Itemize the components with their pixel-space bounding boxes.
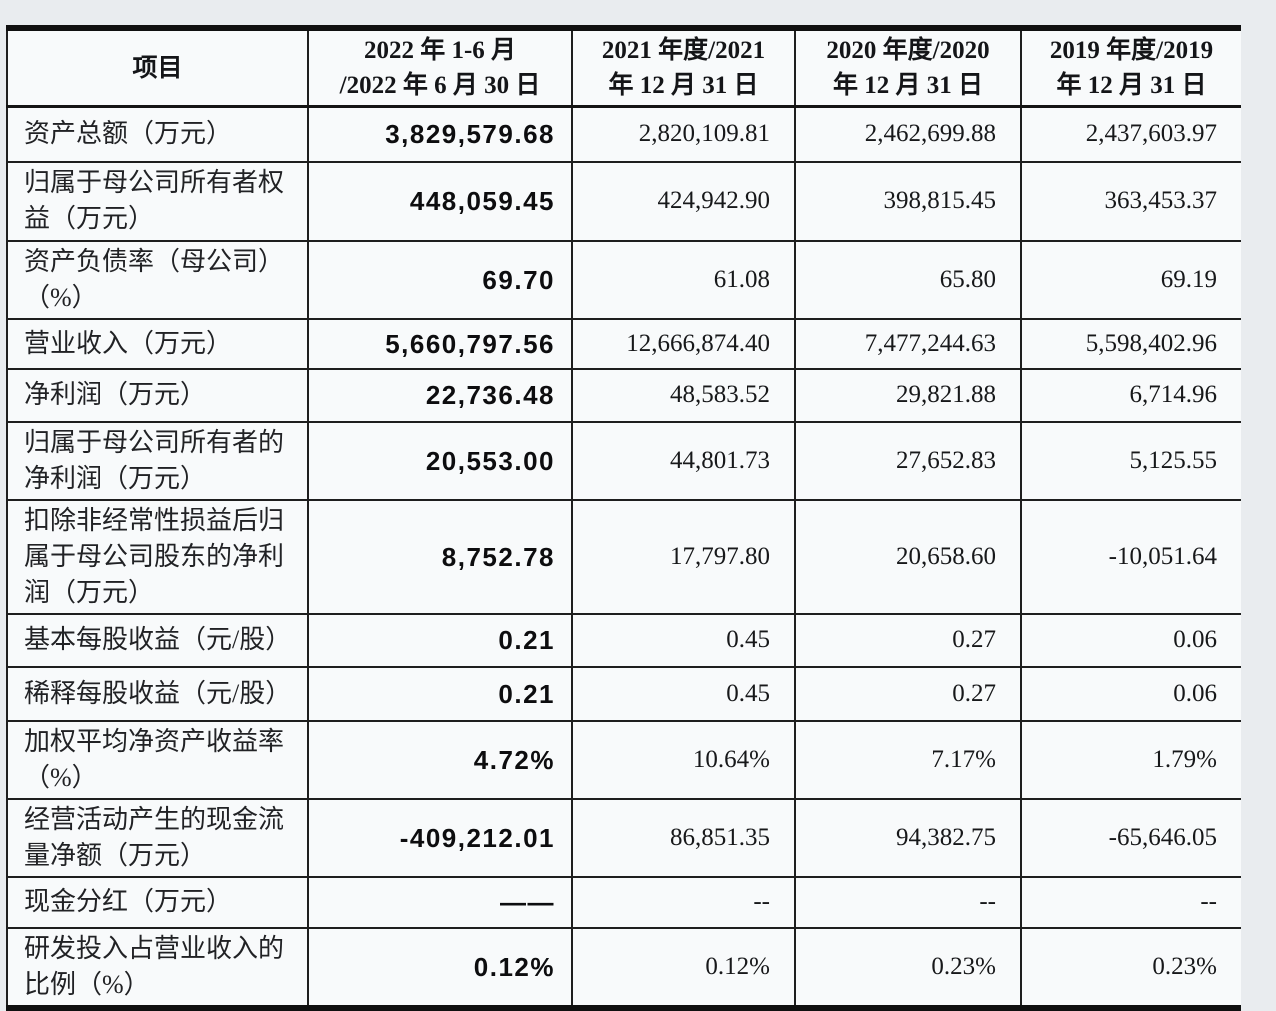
value-cell: 0.45 — [571, 665, 796, 722]
table-row: 扣除非经常性损益后归属于母公司股东的净利润（万元） 8,752.78 17,797.… — [6, 498, 1241, 615]
value-cell: 398,815.45 — [794, 160, 1022, 242]
period-line-1: 2019 年度/2019 — [1049, 37, 1214, 64]
value-cell: 424,942.90 — [571, 160, 796, 242]
value-cell: 0.21 — [307, 665, 573, 722]
value-cell: 0.12% — [571, 926, 796, 1009]
table-row: 营业收入（万元） 5,660,797.56 12,666,874.40 7,477,2… — [6, 317, 1241, 370]
value-cell: 27,652.83 — [794, 420, 1022, 501]
value-cell: -409,212.01 — [307, 797, 573, 878]
column-header-item: 项目 — [6, 27, 309, 108]
value-cell: 65.80 — [794, 239, 1022, 320]
row-label: 营业收入（万元） — [6, 317, 309, 370]
table-row: 资产负债率（母公司）（%） 69.70 61.08 65.80 69.19 — [6, 239, 1241, 320]
value-cell: 20,658.60 — [794, 498, 1022, 615]
period-line-2: 年 12 月 31 日 — [608, 72, 759, 99]
period-line-2: 年 12 月 31 日 — [832, 72, 983, 99]
value-cell: -65,646.05 — [1020, 797, 1241, 878]
value-cell: 17,797.80 — [571, 498, 796, 615]
row-label: 资产负债率（母公司）（%） — [6, 239, 309, 320]
period-line-2: /2022 年 6 月 30 日 — [339, 72, 541, 99]
value-cell: 363,453.37 — [1020, 160, 1241, 242]
value-cell: 6,714.96 — [1020, 367, 1241, 423]
value-cell: 0.45 — [571, 612, 796, 668]
value-cell: 0.27 — [794, 665, 1022, 722]
period-line-1: 2021 年度/2021 — [601, 37, 766, 64]
column-header-period: 2019 年度/2019 年 12 月 31 日 — [1020, 27, 1241, 108]
value-cell: 4.72% — [307, 719, 573, 800]
row-label: 研发投入占营业收入的比例（%） — [6, 926, 309, 1009]
value-cell: -- — [1020, 875, 1241, 929]
value-cell: 5,598,402.96 — [1020, 317, 1241, 370]
row-label: 归属于母公司所有者的净利润（万元） — [6, 420, 309, 501]
value-cell: 5,125.55 — [1020, 420, 1241, 501]
value-cell: 22,736.48 — [307, 367, 573, 423]
row-label: 归属于母公司所有者权益（万元） — [6, 160, 309, 242]
row-label: 稀释每股收益（元/股） — [6, 665, 309, 722]
period-line-1: 2022 年 1-6 月 — [363, 37, 517, 64]
table-row: 归属于母公司所有者的净利润（万元） 20,553.00 44,801.73 27,65… — [6, 420, 1241, 501]
row-label: 加权平均净资产收益率（%） — [6, 719, 309, 800]
value-cell: 12,666,874.40 — [571, 317, 796, 370]
value-cell: 48,583.52 — [571, 367, 796, 423]
value-cell: 8,752.78 — [307, 498, 573, 615]
value-cell: 448,059.45 — [307, 160, 573, 242]
value-cell: -10,051.64 — [1020, 498, 1241, 615]
value-cell: 0.21 — [307, 612, 573, 668]
value-cell: 10.64% — [571, 719, 796, 800]
table-row: 经营活动产生的现金流量净额（万元） -409,212.01 86,851.35 94,… — [6, 797, 1241, 878]
value-cell: 0.12% — [307, 926, 573, 1009]
key-financial-indicators-table: 项目 2022 年 1-6 月/2022 年 6 月 30 日 2021 年度/2… — [6, 25, 1241, 1011]
value-cell: 2,462,699.88 — [794, 105, 1022, 163]
period-line-1: 2020 年度/2020 — [826, 37, 990, 64]
row-label: 资产总额（万元） — [6, 105, 309, 163]
table-row: 基本每股收益（元/股） 0.21 0.45 0.27 0.06 — [6, 612, 1241, 668]
row-label: 扣除非经常性损益后归属于母公司股东的净利润（万元） — [6, 498, 309, 615]
table-row: 稀释每股收益（元/股） 0.21 0.45 0.27 0.06 — [6, 665, 1241, 722]
value-cell: 86,851.35 — [571, 797, 796, 878]
financial-summary-table: 项目 2022 年 1-6 月/2022 年 6 月 30 日 2021 年度/2… — [6, 25, 1241, 1011]
value-cell: 2,820,109.81 — [571, 105, 796, 163]
value-cell: 3,829,579.68 — [307, 105, 573, 163]
value-cell: —— — [307, 875, 573, 929]
row-label: 基本每股收益（元/股） — [6, 612, 309, 668]
period-line-2: 年 12 月 31 日 — [1056, 72, 1207, 99]
row-label: 经营活动产生的现金流量净额（万元） — [6, 797, 309, 878]
table-row: 净利润（万元） 22,736.48 48,583.52 29,821.88 6,714.… — [6, 367, 1241, 423]
value-cell: 0.23% — [794, 926, 1022, 1009]
value-cell: 0.27 — [794, 612, 1022, 668]
column-header-period: 2022 年 1-6 月/2022 年 6 月 30 日 — [307, 27, 573, 108]
value-cell: 29,821.88 — [794, 367, 1022, 423]
header-row: 项目 2022 年 1-6 月/2022 年 6 月 30 日 2021 年度/2… — [6, 27, 1241, 108]
value-cell: 61.08 — [571, 239, 796, 320]
table-row: 加权平均净资产收益率（%） 4.72% 10.64% 7.17% 1.79% — [6, 719, 1241, 800]
value-cell: 0.06 — [1020, 665, 1241, 722]
value-cell: 7,477,244.63 — [794, 317, 1022, 370]
value-cell: -- — [794, 875, 1022, 929]
table-row: 研发投入占营业收入的比例（%） 0.12% 0.12% 0.23% 0.23% — [6, 926, 1241, 1009]
value-cell: 1.79% — [1020, 719, 1241, 800]
column-header-period: 2020 年度/2020 年 12 月 31 日 — [794, 27, 1022, 108]
value-cell: -- — [571, 875, 796, 929]
value-cell: 7.17% — [794, 719, 1022, 800]
value-cell: 69.19 — [1020, 239, 1241, 320]
row-label: 现金分红（万元） — [6, 875, 309, 929]
table-row: 归属于母公司所有者权益（万元） 448,059.45 424,942.90 398,8… — [6, 160, 1241, 242]
value-cell: 44,801.73 — [571, 420, 796, 501]
value-cell: 0.23% — [1020, 926, 1241, 1009]
value-cell: 0.06 — [1020, 612, 1241, 668]
column-header-period: 2021 年度/2021 年 12 月 31 日 — [571, 27, 796, 108]
value-cell: 2,437,603.97 — [1020, 105, 1241, 163]
value-cell: 20,553.00 — [307, 420, 573, 501]
table-row: 资产总额（万元） 3,829,579.68 2,820,109.81 2,462,69… — [6, 105, 1241, 163]
value-cell: 5,660,797.56 — [307, 317, 573, 370]
value-cell: 69.70 — [307, 239, 573, 320]
table-row: 现金分红（万元） —— -- -- -- — [6, 875, 1241, 929]
value-cell: 94,382.75 — [794, 797, 1022, 878]
row-label: 净利润（万元） — [6, 367, 309, 423]
